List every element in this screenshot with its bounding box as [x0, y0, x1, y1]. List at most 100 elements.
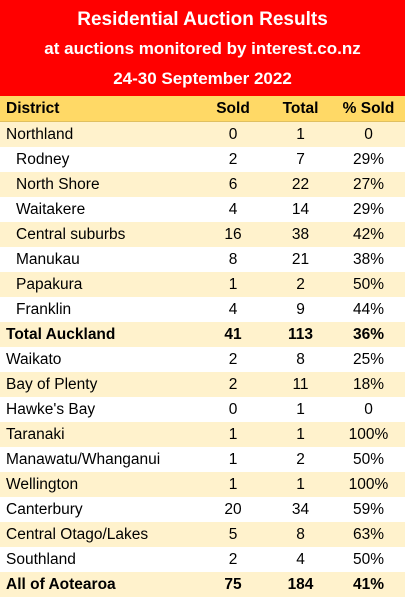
sold-cell: 2 — [197, 547, 269, 572]
table-row: Franklin 4 9 44% — [0, 297, 405, 322]
total-cell: 184 — [269, 572, 332, 597]
pct-sold-cell: 36% — [332, 322, 405, 347]
table-row: Taranaki 1 1 100% — [0, 422, 405, 447]
total-cell: 4 — [269, 547, 332, 572]
title-banner: Residential Auction Results at auctions … — [0, 0, 405, 96]
sold-cell: 75 — [197, 572, 269, 597]
total-cell: 38 — [269, 222, 332, 247]
sold-cell: 0 — [197, 397, 269, 422]
total-cell: 1 — [269, 472, 332, 497]
pct-sold-cell: 41% — [332, 572, 405, 597]
pct-sold-cell: 38% — [332, 247, 405, 272]
district-cell: Taranaki — [0, 422, 197, 447]
district-cell: Canterbury — [0, 497, 197, 522]
district-cell: Total Auckland — [0, 322, 197, 347]
subtotal-row: Total Auckland 41 113 36% — [0, 322, 405, 347]
table-row: Bay of Plenty 2 11 18% — [0, 372, 405, 397]
pct-sold-cell: 29% — [332, 147, 405, 172]
district-cell: Central Otago/Lakes — [0, 522, 197, 547]
sold-cell: 2 — [197, 372, 269, 397]
total-cell: 1 — [269, 397, 332, 422]
sold-cell: 4 — [197, 297, 269, 322]
total-cell: 8 — [269, 347, 332, 372]
table-row: Manukau 8 21 38% — [0, 247, 405, 272]
sold-cell: 4 — [197, 197, 269, 222]
sold-cell: 41 — [197, 322, 269, 347]
sold-cell: 1 — [197, 272, 269, 297]
total-cell: 1 — [269, 422, 332, 447]
pct-sold-cell: 25% — [332, 347, 405, 372]
table-row: Northland 0 1 0 — [0, 121, 405, 147]
sold-cell: 20 — [197, 497, 269, 522]
table-row: Central Otago/Lakes 5 8 63% — [0, 522, 405, 547]
sold-cell: 5 — [197, 522, 269, 547]
results-table: District Sold Total % Sold Northland 0 1… — [0, 96, 405, 597]
total-cell: 11 — [269, 372, 332, 397]
district-cell: Southland — [0, 547, 197, 572]
district-cell: Waikato — [0, 347, 197, 372]
total-cell: 2 — [269, 447, 332, 472]
table-row: Central suburbs 16 38 42% — [0, 222, 405, 247]
table-header-row: District Sold Total % Sold — [0, 96, 405, 122]
total-cell: 21 — [269, 247, 332, 272]
sold-cell: 1 — [197, 447, 269, 472]
district-cell: Manawatu/Whanganui — [0, 447, 197, 472]
sold-cell: 16 — [197, 222, 269, 247]
pct-sold-cell: 59% — [332, 497, 405, 522]
total-cell: 7 — [269, 147, 332, 172]
sold-cell: 0 — [197, 121, 269, 147]
district-cell: Rodney — [0, 147, 197, 172]
district-cell: Papakura — [0, 272, 197, 297]
table-row: Hawke's Bay 0 1 0 — [0, 397, 405, 422]
total-cell: 8 — [269, 522, 332, 547]
pct-sold-cell: 29% — [332, 197, 405, 222]
district-cell: Wellington — [0, 472, 197, 497]
sold-cell: 1 — [197, 422, 269, 447]
pct-sold-cell: 50% — [332, 447, 405, 472]
total-cell: 14 — [269, 197, 332, 222]
district-cell: Hawke's Bay — [0, 397, 197, 422]
pct-sold-cell: 100% — [332, 472, 405, 497]
district-cell: Franklin — [0, 297, 197, 322]
district-cell: Bay of Plenty — [0, 372, 197, 397]
column-header-district: District — [0, 96, 197, 122]
total-cell: 2 — [269, 272, 332, 297]
district-cell: Waitakere — [0, 197, 197, 222]
district-cell: Manukau — [0, 247, 197, 272]
district-cell: Central suburbs — [0, 222, 197, 247]
sold-cell: 1 — [197, 472, 269, 497]
total-cell: 9 — [269, 297, 332, 322]
sold-cell: 6 — [197, 172, 269, 197]
total-cell: 1 — [269, 121, 332, 147]
table-row: Canterbury 20 34 59% — [0, 497, 405, 522]
district-cell: North Shore — [0, 172, 197, 197]
district-cell: All of Aotearoa — [0, 572, 197, 597]
column-header-total: Total — [269, 96, 332, 122]
subtitle-date-range: 24-30 September 2022 — [113, 69, 292, 88]
grand-total-row: All of Aotearoa 75 184 41% — [0, 572, 405, 597]
table-row: Waikato 2 8 25% — [0, 347, 405, 372]
table-row: North Shore 6 22 27% — [0, 172, 405, 197]
pct-sold-cell: 50% — [332, 547, 405, 572]
pct-sold-cell: 44% — [332, 297, 405, 322]
pct-sold-cell: 27% — [332, 172, 405, 197]
subtitle-source: at auctions monitored by interest.co.nz — [44, 39, 361, 58]
table-row: Wellington 1 1 100% — [0, 472, 405, 497]
total-cell: 22 — [269, 172, 332, 197]
sold-cell: 8 — [197, 247, 269, 272]
district-cell: Northland — [0, 121, 197, 147]
pct-sold-cell: 0 — [332, 397, 405, 422]
pct-sold-cell: 63% — [332, 522, 405, 547]
pct-sold-cell: 50% — [332, 272, 405, 297]
sold-cell: 2 — [197, 147, 269, 172]
column-header-pct-sold: % Sold — [332, 96, 405, 122]
pct-sold-cell: 100% — [332, 422, 405, 447]
total-cell: 34 — [269, 497, 332, 522]
table-row: Rodney 2 7 29% — [0, 147, 405, 172]
table-row: Southland 2 4 50% — [0, 547, 405, 572]
table-row: Papakura 1 2 50% — [0, 272, 405, 297]
title: Residential Auction Results — [77, 9, 328, 30]
table-row: Manawatu/Whanganui 1 2 50% — [0, 447, 405, 472]
table-row: Waitakere 4 14 29% — [0, 197, 405, 222]
